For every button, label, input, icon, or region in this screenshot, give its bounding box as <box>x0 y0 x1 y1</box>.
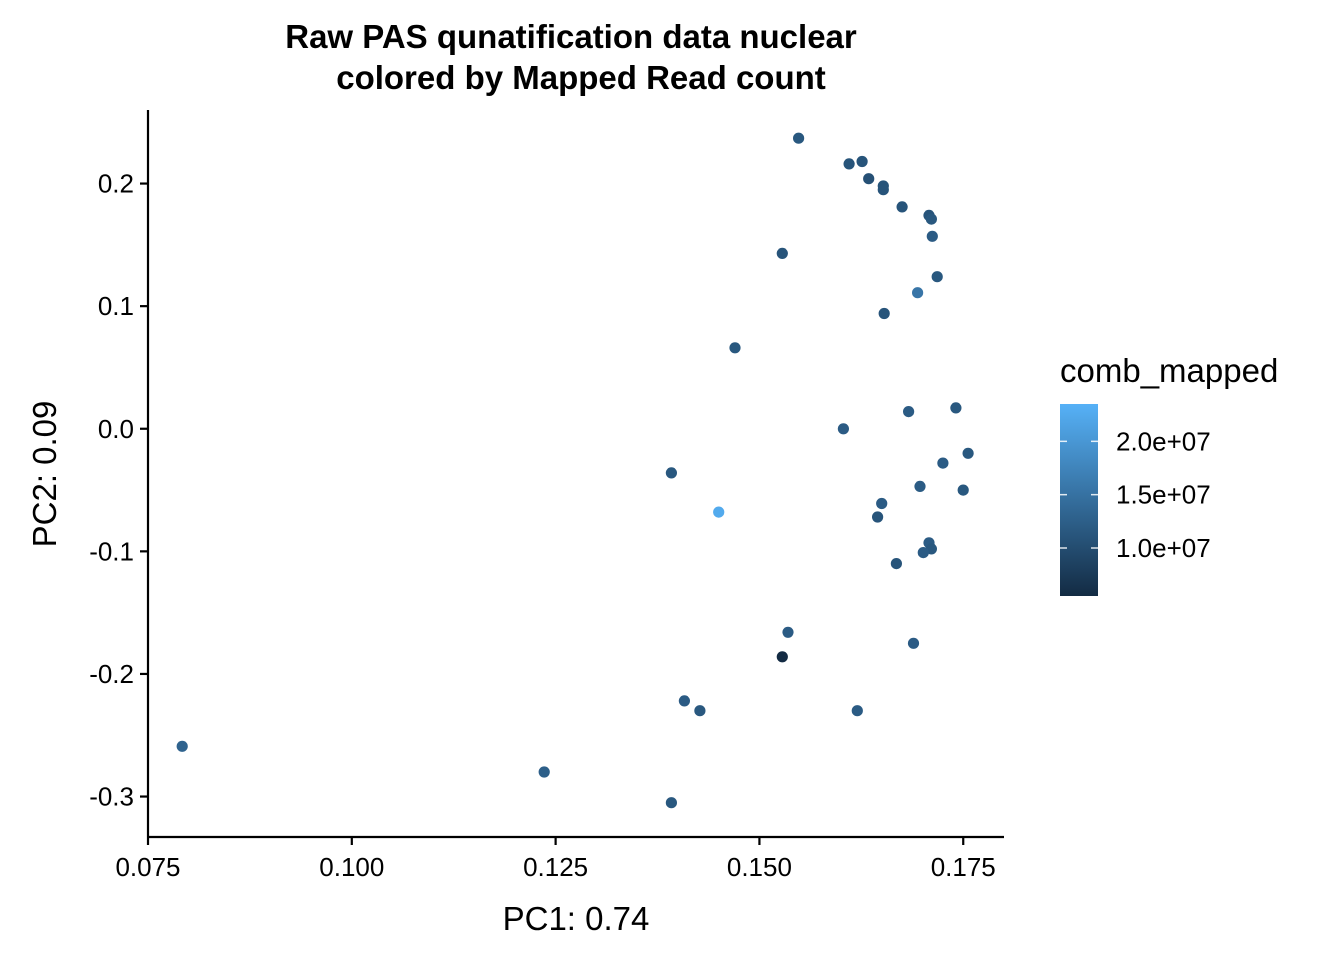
y-axis-ticks: -0.3 -0.2 -0.1 0.0 0.1 0.2 <box>89 169 148 812</box>
data-point <box>950 402 962 414</box>
data-point <box>872 511 884 523</box>
data-point <box>877 184 889 196</box>
chart-title: Raw PAS qunatification data nuclear <box>285 18 857 55</box>
colorbar-label: 2.0e+07 <box>1116 426 1211 456</box>
x-tick-label: 0.125 <box>523 852 588 882</box>
data-point <box>665 797 678 809</box>
x-tick-label: 0.150 <box>727 852 792 882</box>
data-point <box>931 271 943 283</box>
x-tick-label: 0.175 <box>931 852 996 882</box>
x-axis-title: PC1: 0.74 <box>503 900 650 937</box>
data-point <box>713 506 725 518</box>
data-point <box>793 132 805 144</box>
y-tick-label: -0.3 <box>89 782 134 812</box>
y-tick-label: 0.2 <box>98 169 134 199</box>
data-point <box>782 626 794 638</box>
data-point <box>912 287 924 299</box>
data-point <box>538 766 550 778</box>
data-point <box>907 637 920 649</box>
data-point <box>896 201 908 213</box>
data-point <box>876 497 888 510</box>
y-axis-title: PC2: 0.09 <box>26 401 63 548</box>
colorbar-label: 1.0e+07 <box>1116 533 1211 563</box>
chart-subtitle: colored by Mapped Read count <box>336 59 826 96</box>
color-legend: comb_mapped 1.0e+07 1.5e+07 2.0e+07 <box>1060 352 1278 596</box>
y-tick-label: 0.0 <box>98 414 134 444</box>
data-point <box>957 484 969 496</box>
colorbar-ticks: 1.0e+07 1.5e+07 2.0e+07 <box>1060 426 1211 563</box>
data-point <box>851 705 863 717</box>
y-tick-label: -0.1 <box>89 536 134 566</box>
data-point <box>890 558 903 570</box>
data-point <box>776 247 788 259</box>
data-point <box>843 158 855 170</box>
data-point <box>776 651 788 663</box>
data-point <box>729 342 741 354</box>
colorbar <box>1060 404 1098 596</box>
data-point <box>665 467 678 479</box>
points-layer <box>176 132 974 809</box>
x-axis-ticks: 0.075 0.100 0.125 0.150 0.175 <box>115 837 996 882</box>
colorbar-label: 1.5e+07 <box>1116 480 1211 510</box>
data-point <box>903 406 915 418</box>
data-point <box>856 155 868 168</box>
data-point <box>678 695 691 707</box>
data-point <box>926 230 938 242</box>
data-point <box>837 423 850 435</box>
data-point <box>937 457 949 469</box>
legend-title: comb_mapped <box>1060 352 1278 389</box>
data-point <box>176 740 188 752</box>
x-tick-label: 0.100 <box>319 852 384 882</box>
y-tick-label: -0.2 <box>89 659 134 689</box>
data-point <box>925 213 938 225</box>
data-point <box>878 307 890 320</box>
data-point <box>863 173 875 185</box>
x-tick-label: 0.075 <box>115 852 180 882</box>
data-point <box>694 705 706 717</box>
y-tick-label: 0.1 <box>98 291 134 321</box>
data-point <box>914 480 926 492</box>
data-point <box>962 447 974 459</box>
data-point <box>917 547 929 559</box>
